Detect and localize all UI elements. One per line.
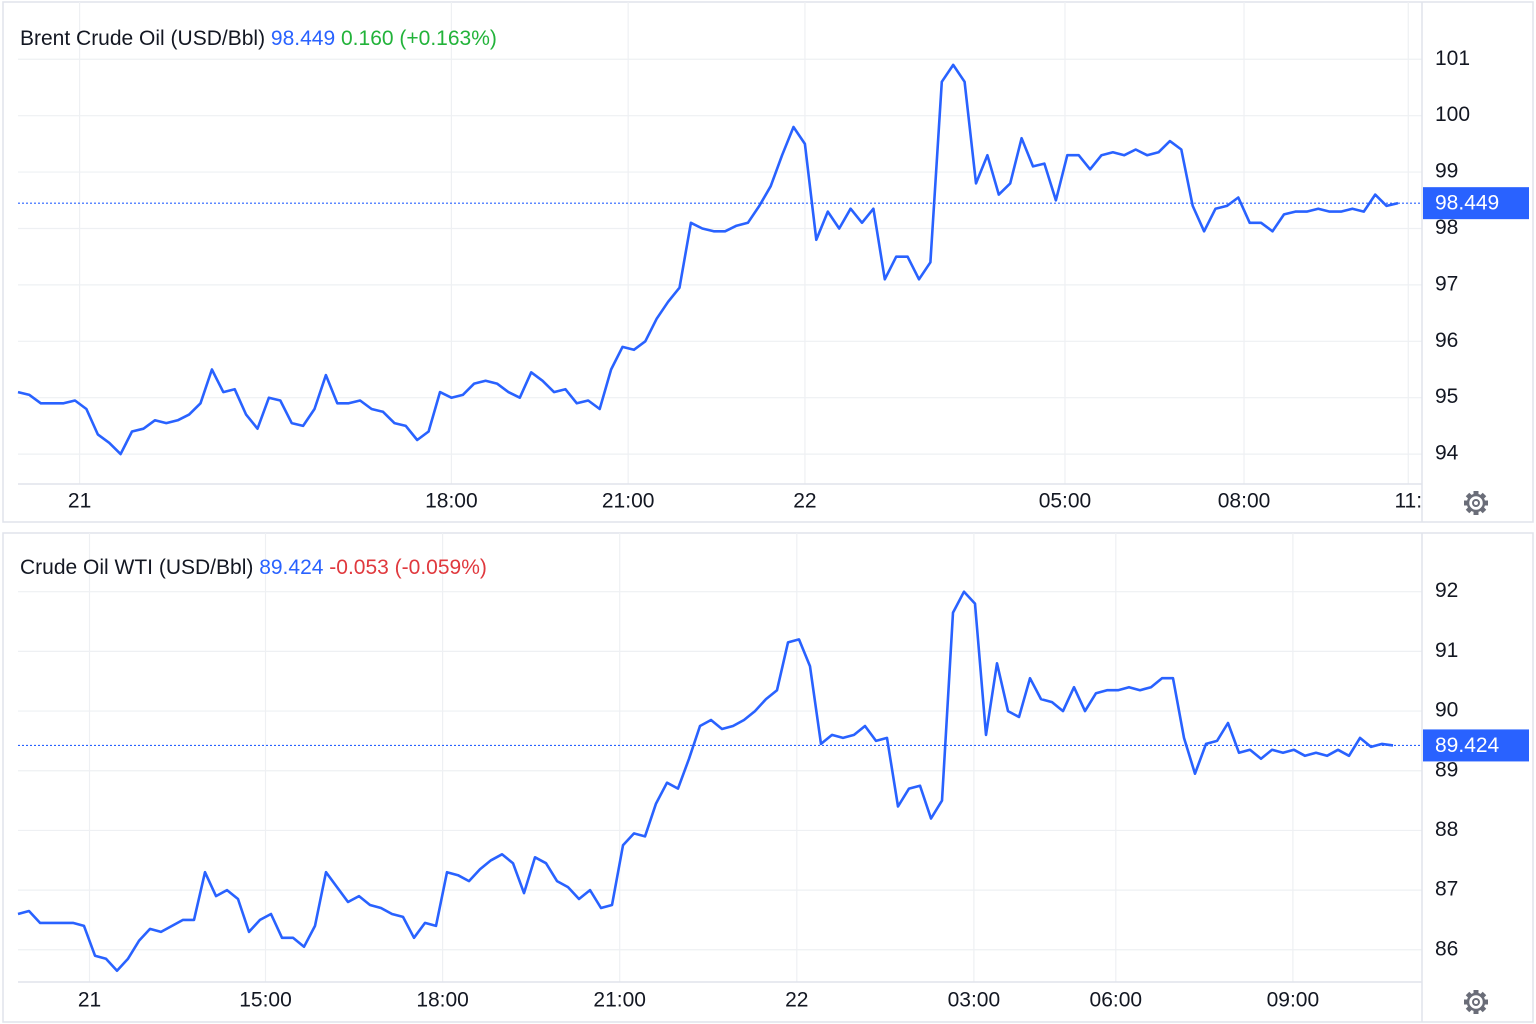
y-tick-label: 95 [1435, 385, 1458, 408]
x-tick-label: 09:00 [1267, 989, 1320, 1012]
last-price-label: 89.424 [1435, 734, 1500, 757]
gear-hole [1472, 998, 1480, 1006]
x-tick-label: 21:00 [602, 490, 655, 513]
x-tick-label: 05:00 [1039, 490, 1092, 513]
gear-hole [1472, 499, 1480, 507]
x-tick-label: 11: [1394, 490, 1422, 513]
y-tick-label: 100 [1435, 103, 1470, 126]
y-tick-label: 86 [1435, 937, 1458, 960]
y-tick-label: 89 [1435, 758, 1458, 781]
x-tick-label: 22 [793, 490, 816, 513]
y-tick-label: 99 [1435, 160, 1458, 183]
x-tick-label: 15:00 [239, 989, 292, 1012]
legend: Crude Oil WTI (USD/Bbl) 89.424 -0.053 (-… [20, 556, 487, 579]
x-tick-label: 18:00 [425, 490, 478, 513]
x-tick-label: 18:00 [416, 989, 469, 1012]
x-tick-label: 22 [785, 989, 808, 1012]
y-tick-label: 92 [1435, 579, 1458, 602]
legend-price: 98.449 [271, 27, 335, 50]
settings-icon[interactable] [1464, 990, 1488, 1014]
price-line [17, 590, 1394, 972]
legend-name: Crude Oil WTI (USD/Bbl) [20, 556, 253, 579]
gear-ring [1466, 493, 1486, 513]
x-tick-label: 08:00 [1218, 490, 1271, 513]
legend: Brent Crude Oil (USD/Bbl) 98.449 0.160 (… [20, 27, 497, 50]
panel-border [2, 532, 1534, 1023]
y-tick-label: 96 [1435, 329, 1458, 352]
y-tick-label: 88 [1435, 818, 1458, 841]
y-tick-label: 101 [1435, 47, 1470, 70]
y-tick-label: 98 [1435, 216, 1458, 239]
y-tick-label: 94 [1435, 442, 1459, 465]
last-price-label: 98.449 [1435, 192, 1499, 215]
y-tick-label: 90 [1435, 699, 1458, 722]
y-tick-label: 97 [1435, 272, 1458, 295]
y-tick-label: 87 [1435, 878, 1458, 901]
x-tick-label: 21:00 [593, 989, 646, 1012]
x-tick-label: 21 [68, 490, 91, 513]
x-tick-label: 21 [78, 989, 101, 1012]
legend-change: -0.053 [329, 556, 389, 579]
settings-icon[interactable] [1464, 491, 1488, 515]
legend-change: 0.160 [341, 27, 394, 50]
last-price-tag [1423, 187, 1529, 220]
legend-price: 89.424 [259, 556, 324, 579]
y-tick-label: 91 [1435, 639, 1458, 662]
legend-change-pct: (+0.163%) [399, 27, 496, 50]
last-price-tag [1423, 729, 1529, 762]
legend-change-pct: (-0.059%) [395, 556, 487, 579]
panel-border [2, 1, 1534, 523]
gear-ring [1466, 992, 1486, 1012]
x-tick-label: 06:00 [1090, 989, 1143, 1012]
x-tick-label: 03:00 [948, 989, 1001, 1012]
price-line [17, 63, 1399, 456]
legend-name: Brent Crude Oil (USD/Bbl) [20, 27, 265, 50]
